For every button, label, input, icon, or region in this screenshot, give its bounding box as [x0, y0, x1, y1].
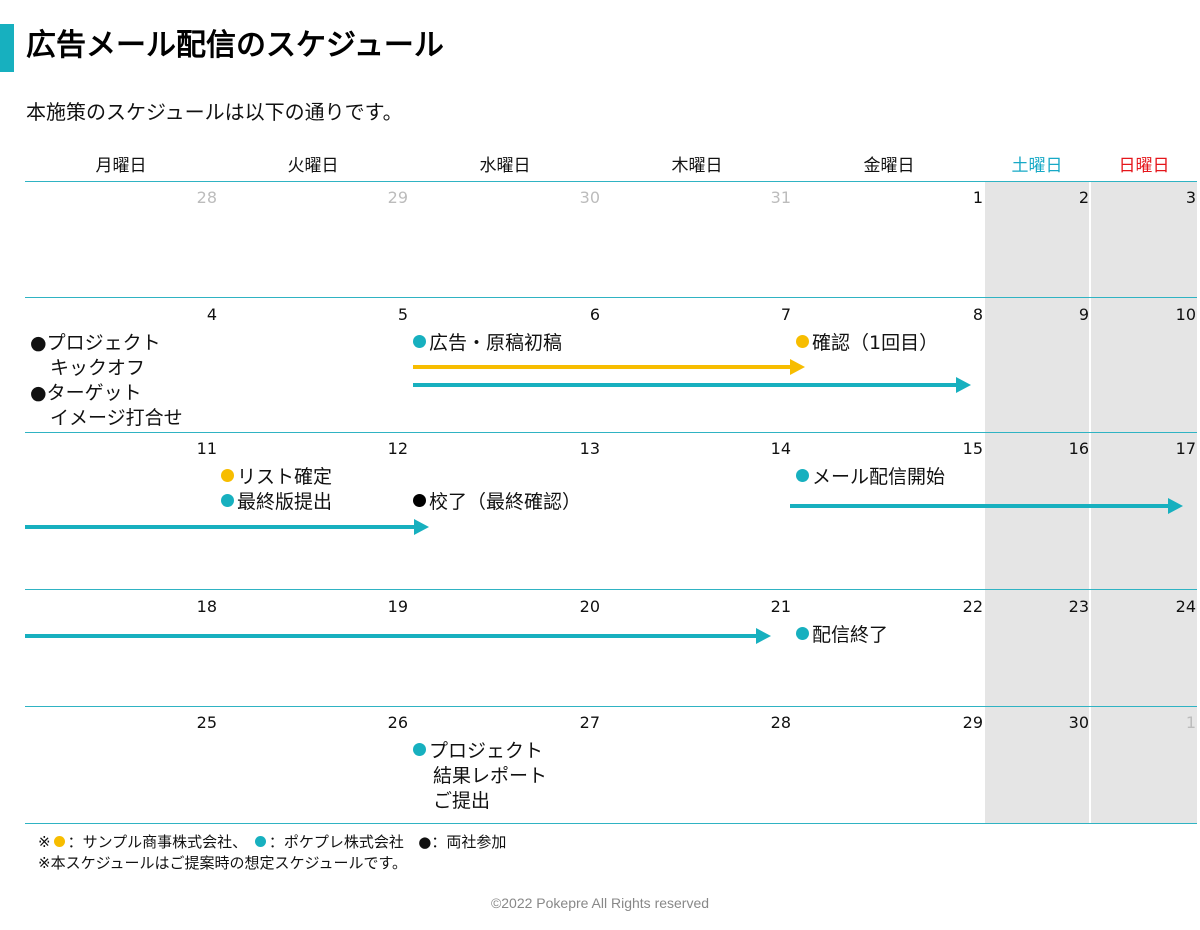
event-confirm-first-label: 確認（1回目） [812, 332, 939, 354]
legend-line-1: ※ ：サンプル商事株式会社、 ：ポケプレ株式会社 ●：両社参加 [38, 831, 506, 853]
weekday-wednesday: 水曜日 [479, 156, 531, 176]
pokepre-dot-icon [221, 494, 234, 507]
client-dot-icon [796, 335, 809, 348]
legend-pokepre: ：ポケプレ株式会社 [268, 833, 404, 851]
bottom-line [25, 823, 1197, 824]
day-number: 8 [972, 305, 983, 324]
event-final-submit-label: 最終版提出 [237, 491, 333, 513]
event-proof-complete: 校了（最終確認） [413, 490, 581, 515]
event-list-confirm: リスト確定 [221, 465, 332, 490]
day-number: 1 [1185, 713, 1196, 732]
event-mail-start-label: メール配信開始 [812, 466, 946, 488]
event-ad-draft: 広告・原稿初稿 [413, 331, 562, 356]
day-number: 24 [1175, 597, 1196, 616]
legend-client: ：サンプル商事株式会社、 [67, 833, 248, 851]
day-number: 27 [579, 713, 600, 732]
day-number: 13 [579, 439, 600, 458]
event-confirm-first: 確認（1回目） [796, 331, 938, 356]
event-report: プロジェクト 結果レポート ご提出 [413, 739, 547, 814]
day-number: 16 [1068, 439, 1089, 458]
event-kickoff: ●プロジェクト キックオフ [30, 331, 161, 381]
day-number: 18 [196, 597, 217, 616]
saturday-column-background [985, 181, 1089, 823]
day-number: 29 [387, 188, 408, 207]
pokepre-dot-icon [796, 469, 809, 482]
day-number: 12 [387, 439, 408, 458]
week-line-3 [25, 589, 1197, 590]
week-line-1 [25, 297, 1197, 298]
event-list-confirm-label: リスト確定 [237, 466, 333, 488]
weekday-sunday: 日曜日 [1118, 156, 1170, 176]
arrow-mail-delivery-week4 [25, 628, 771, 644]
week-line-4 [25, 706, 1197, 707]
day-number: 15 [962, 439, 983, 458]
day-number: 2 [1078, 188, 1089, 207]
day-number: 30 [579, 188, 600, 207]
legend-line-2: ※本スケジュールはご提案時の想定スケジュールです。 [38, 854, 407, 872]
event-mail-end: 配信終了 [796, 623, 888, 648]
weekday-friday: 金曜日 [863, 156, 915, 176]
page-title: 広告メール配信のスケジュール [26, 28, 444, 63]
event-report-line1: プロジェクト [429, 740, 544, 762]
arrow-ad-draft-client [413, 359, 805, 375]
week-line-2 [25, 432, 1197, 433]
day-number: 28 [770, 713, 791, 732]
weekday-monday: 月曜日 [95, 156, 147, 176]
event-ad-draft-label: 広告・原稿初稿 [429, 332, 563, 354]
day-number: 11 [196, 439, 217, 458]
day-number: 19 [387, 597, 408, 616]
day-number: 7 [780, 305, 791, 324]
day-number: 3 [1185, 188, 1196, 207]
copyright: ©2022 Pokepre All Rights reserved [490, 895, 710, 911]
pokepre-dot-icon [254, 836, 266, 847]
day-number: 14 [770, 439, 791, 458]
day-number: 22 [962, 597, 983, 616]
both-dot-icon [413, 494, 426, 507]
arrow-ad-draft-pokepre [413, 377, 971, 393]
day-number: 31 [770, 188, 791, 207]
day-number: 20 [579, 597, 600, 616]
weekday-thursday: 木曜日 [671, 156, 723, 176]
day-number: 10 [1175, 305, 1196, 324]
legend-both: ●：両社参加 [418, 833, 507, 851]
event-target-image-line1: ●ターゲット [30, 382, 142, 404]
day-number: 6 [589, 305, 600, 324]
day-number: 5 [397, 305, 408, 324]
event-target-image-line2: イメージ打合せ [50, 407, 183, 429]
day-number: 25 [196, 713, 217, 732]
event-report-line3: ご提出 [433, 790, 491, 812]
pokepre-dot-icon [413, 335, 426, 348]
event-mail-start: メール配信開始 [796, 465, 945, 490]
event-kickoff-line2: キックオフ [50, 357, 146, 379]
client-dot-icon [221, 469, 234, 482]
day-number: 21 [770, 597, 791, 616]
pokepre-dot-icon [413, 743, 426, 756]
client-dot-icon [53, 836, 65, 847]
day-number: 28 [196, 188, 217, 207]
arrow-mail-delivery-week3 [790, 498, 1183, 514]
pokepre-dot-icon [796, 627, 809, 640]
event-proof-complete-label: 校了（最終確認） [429, 491, 582, 513]
event-report-line2: 結果レポート [433, 765, 548, 787]
day-number: 4 [206, 305, 217, 324]
day-number: 1 [972, 188, 983, 207]
legend-prefix: ※ [38, 833, 51, 851]
event-target-image: ●ターゲット イメージ打合せ [30, 381, 183, 431]
weekday-saturday: 土曜日 [1011, 156, 1063, 176]
header-line [25, 181, 1197, 182]
event-mail-end-label: 配信終了 [812, 624, 889, 646]
day-number: 17 [1175, 439, 1196, 458]
weekday-tuesday: 火曜日 [287, 156, 339, 176]
day-number: 29 [962, 713, 983, 732]
day-number: 9 [1078, 305, 1089, 324]
event-kickoff-line1: ●プロジェクト [30, 332, 161, 354]
page-subtitle: 本施策のスケジュールは以下の通りです。 [26, 100, 403, 124]
day-number: 23 [1068, 597, 1089, 616]
event-final-submit: 最終版提出 [221, 490, 332, 515]
arrow-final-submit [25, 519, 429, 535]
day-number: 30 [1068, 713, 1089, 732]
day-number: 26 [387, 713, 408, 732]
title-accent-bar [0, 24, 14, 72]
